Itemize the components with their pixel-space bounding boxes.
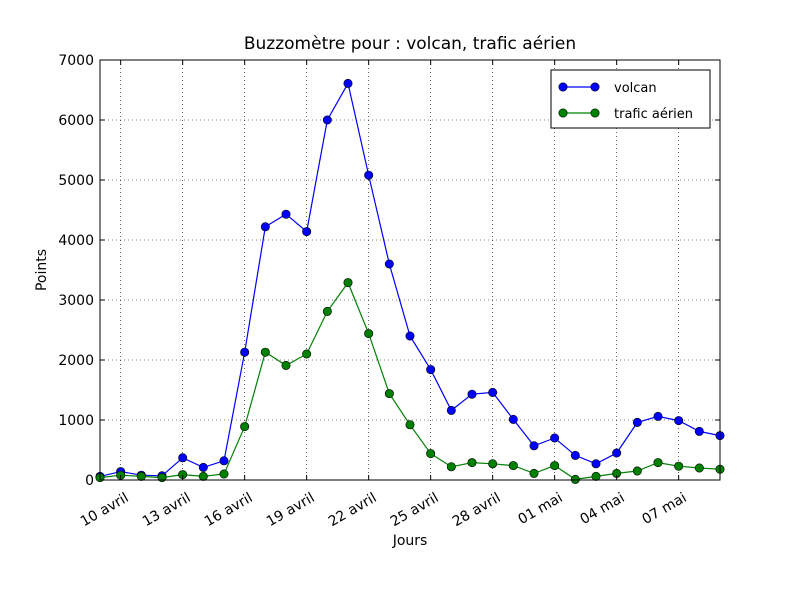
data-point — [488, 387, 498, 397]
data-point — [364, 170, 374, 180]
data-point — [591, 459, 601, 469]
data-point — [570, 474, 580, 484]
data-point — [467, 389, 477, 399]
data-point — [488, 459, 498, 469]
legend-item: volcan — [558, 81, 657, 96]
data-point — [405, 331, 415, 341]
data-point — [260, 222, 270, 232]
data-point — [446, 462, 456, 472]
data-point — [364, 329, 374, 339]
series-line — [99, 281, 721, 481]
data-point — [384, 259, 394, 269]
data-point — [219, 469, 229, 479]
x-axis: 10 avril 13 avril 16 avril 19 avril 22 avril… — [78, 60, 690, 530]
data-point — [240, 422, 250, 432]
y-tick-label: 1000 — [58, 413, 94, 429]
data-point — [653, 411, 663, 421]
data-point — [198, 471, 208, 481]
x-tick-label: 04 mai — [578, 490, 628, 528]
data-point — [467, 458, 477, 468]
data-point — [240, 347, 250, 357]
legend-marker — [590, 82, 600, 92]
data-point — [157, 473, 167, 483]
legend-marker — [558, 108, 568, 118]
y-tick-label: 4000 — [58, 233, 94, 249]
x-tick-label: 01 mai — [516, 490, 566, 528]
legend-label: volcan — [614, 81, 657, 96]
data-point — [529, 441, 539, 451]
y-tick-label: 7000 — [58, 53, 94, 69]
x-tick-label: 13 avril — [140, 490, 194, 530]
data-point — [426, 449, 436, 459]
y-tick-label: 5000 — [58, 173, 94, 189]
x-tick-label: 07 mai — [640, 490, 690, 528]
data-point — [508, 414, 518, 424]
data-point — [281, 209, 291, 219]
data-point — [322, 115, 332, 125]
data-point — [384, 389, 394, 399]
y-tick-label: 0 — [85, 473, 94, 489]
chart-title: Buzzomètre pour : volcan, trafic aérien — [244, 34, 576, 54]
data-point — [550, 461, 560, 471]
data-point — [343, 278, 353, 288]
data-point — [570, 450, 580, 460]
data-point — [405, 420, 415, 430]
data-point — [302, 349, 312, 359]
data-point — [426, 365, 436, 375]
data-point — [674, 416, 684, 426]
series-1 — [95, 278, 725, 484]
data-point — [219, 456, 229, 466]
data-point — [136, 471, 146, 481]
x-axis-label: Jours — [392, 533, 428, 549]
x-tick-label: 28 avril — [450, 490, 504, 530]
data-point — [653, 458, 663, 468]
x-tick-label: 10 avril — [78, 490, 132, 530]
x-tick-label: 16 avril — [202, 490, 256, 530]
y-tick-label: 2000 — [58, 353, 94, 369]
y-axis: 0 1000 2000 3000 4000 5000 6000 7000 — [58, 53, 720, 489]
legend-marker — [558, 82, 568, 92]
data-point — [529, 468, 539, 478]
x-tick-label: 22 avril — [326, 490, 380, 530]
legend-marker — [590, 108, 600, 118]
y-tick-label: 3000 — [58, 293, 94, 309]
data-point — [446, 405, 456, 415]
y-tick-label: 6000 — [58, 113, 94, 129]
data-point — [694, 463, 704, 473]
x-tick-label: 19 avril — [264, 490, 318, 530]
series-line — [99, 81, 721, 477]
data-point — [632, 466, 642, 476]
data-point — [694, 426, 704, 436]
x-tick-label: 25 avril — [388, 490, 442, 530]
data-point — [632, 417, 642, 427]
data-point — [322, 306, 332, 316]
data-point — [343, 78, 353, 88]
data-point — [591, 471, 601, 481]
data-point — [302, 227, 312, 237]
data-point — [674, 461, 684, 471]
series-layer — [95, 78, 725, 484]
legend-item: trafic aérien — [558, 107, 693, 122]
legend-box — [550, 69, 711, 129]
data-point — [508, 461, 518, 471]
data-point — [550, 433, 560, 443]
legend-label: trafic aérien — [614, 107, 693, 122]
legend: volcan trafic aérien — [550, 69, 711, 129]
data-point — [178, 453, 188, 463]
data-point — [260, 347, 270, 357]
data-point — [612, 448, 622, 458]
data-point — [281, 360, 291, 370]
plot-area — [99, 59, 721, 481]
data-point — [198, 462, 208, 472]
y-axis-label: Points — [34, 249, 50, 291]
